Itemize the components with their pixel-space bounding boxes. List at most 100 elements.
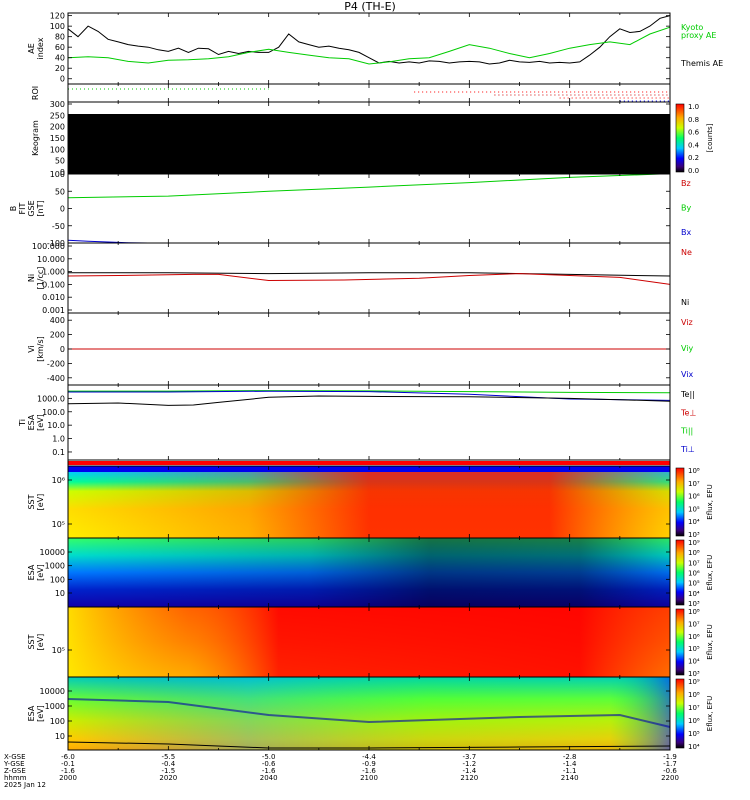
colorbar-tick-label: 10⁸ xyxy=(688,467,700,475)
x-axis-row-label: Z-GSE xyxy=(4,767,26,775)
x-tick-label: -0.6 xyxy=(663,767,677,775)
colorbar-tick-label: 10⁸ xyxy=(688,608,700,616)
y-axis-label-esa_ion: ESA xyxy=(27,564,36,580)
legend-entry: Vix xyxy=(681,370,694,379)
y-axis-label-sst_electron: SST xyxy=(27,634,36,649)
y-tick-label: 150 xyxy=(50,134,65,143)
y-axis-label-sst_ion: [eV] xyxy=(36,494,45,511)
colorbar-tick-label: 10⁶ xyxy=(688,633,700,641)
y-tick-label: 20 xyxy=(55,64,65,73)
y-tick-label: 100.0 xyxy=(42,408,65,417)
sst_electron-spectrogram-overlay xyxy=(68,607,670,677)
y-tick-label: 100 xyxy=(50,170,65,179)
y-tick-label: 0.001 xyxy=(42,306,65,315)
legend-entry: Te⊥ xyxy=(680,408,696,417)
y-axis-label-bfield: FIT xyxy=(18,202,27,214)
y-tick-label: 0.100 xyxy=(42,280,65,289)
ae-series-1 xyxy=(67,26,671,65)
y-tick-label: 100 xyxy=(50,145,65,154)
x-tick-label: 2100 xyxy=(360,774,378,782)
y-tick-label: 0.1 xyxy=(52,448,65,457)
y-axis-label-velocity: Vi xyxy=(27,345,36,353)
y-axis-label-ae: index xyxy=(36,37,45,59)
colorbar-label: Eflux, EFU xyxy=(706,555,714,590)
y-tick-label: -50 xyxy=(52,222,65,231)
legend-entry: Ti⊥ xyxy=(680,445,695,454)
legend-entry: Themis AE xyxy=(680,59,723,68)
legend-entry: Bx xyxy=(681,228,691,237)
colorbar-tick-label: 0.4 xyxy=(688,141,700,149)
y-tick-label: 200 xyxy=(50,123,65,132)
colorbar-label: [counts] xyxy=(706,123,714,152)
y-tick-label: 400 xyxy=(50,316,65,325)
x-tick-label: -5.5 xyxy=(161,753,175,761)
colorbar-tick-label: 10⁷ xyxy=(688,620,700,628)
figure-title: P4 (TH-E) xyxy=(344,0,396,13)
y-axis-label-velocity: [km/s] xyxy=(36,336,45,362)
y-tick-label: 40 xyxy=(55,54,65,63)
x-tick-label: -1.4 xyxy=(462,767,476,775)
y-tick-label: 100 xyxy=(50,22,65,31)
colorbar-tick-label: 10⁵ xyxy=(688,730,700,738)
x-tick-label: -1.4 xyxy=(563,760,577,768)
y-axis-label-keogram: Keogram xyxy=(31,120,40,156)
y-tick-label: 200 xyxy=(50,331,65,340)
y-tick-label: -200 xyxy=(47,359,65,368)
colorbar-tick-label: 10⁴ xyxy=(688,518,700,526)
panel-frame-density xyxy=(67,242,671,314)
legend-entry: Viy xyxy=(681,344,694,353)
y-tick-label: 10.0 xyxy=(47,421,65,430)
y-tick-label: 120 xyxy=(50,12,65,21)
y-tick-label: 0.010 xyxy=(42,293,65,302)
panel-frame-bfield xyxy=(67,173,671,244)
x-tick-label: -1.6 xyxy=(362,767,376,775)
ae-series-0 xyxy=(67,15,671,65)
y-tick-label: 0 xyxy=(60,168,65,177)
y-tick-label: 1000 xyxy=(45,562,65,571)
colorbar-tick-label: 0.8 xyxy=(688,116,699,124)
colorbar-tick-label: 1.0 xyxy=(688,103,699,111)
temperature-series-0 xyxy=(68,390,671,394)
y-tick-label: -100 xyxy=(47,239,65,248)
y-tick-label: 1000 xyxy=(45,702,65,711)
panel-frame-ae xyxy=(67,12,671,85)
colorbar-esa_ion xyxy=(675,539,685,606)
y-tick-label: 10000 xyxy=(40,548,65,557)
legend-entry: By xyxy=(681,204,691,213)
colorbar-tick-label: 10⁸ xyxy=(688,691,700,699)
colorbar-tick-label: 10⁷ xyxy=(688,559,700,567)
y-tick-label: 1000.0 xyxy=(37,394,65,403)
legend-entry: Te|| xyxy=(680,390,695,399)
colorbar-tick-label: 10⁷ xyxy=(688,480,700,488)
x-tick-label: 2200 xyxy=(661,774,679,782)
y-axis-label-ae: AE xyxy=(27,43,36,54)
y-tick-label: 100.000 xyxy=(32,242,65,251)
sst_ion-spectrogram-overlay xyxy=(68,466,670,538)
temperature-series-2 xyxy=(67,395,671,406)
colorbar-sst_electron xyxy=(675,608,685,676)
esa-electron-blue-band xyxy=(67,698,671,728)
x-tick-label: -1.7 xyxy=(663,760,677,768)
x-tick-label: -1.1 xyxy=(563,767,577,775)
colorbar-label: Eflux, EFU xyxy=(706,696,714,731)
y-tick-label: 1.000 xyxy=(42,268,65,277)
density-series-1 xyxy=(67,273,671,285)
keogram-image xyxy=(68,114,670,174)
y-axis-label-sst_electron: [eV] xyxy=(36,634,45,651)
y-axis-label-esa_electron: [eV] xyxy=(36,705,45,722)
x-tick-label: -1.9 xyxy=(663,753,677,761)
y-tick-label: 0 xyxy=(60,75,65,84)
colorbar-label: Eflux, EFU xyxy=(706,624,714,659)
colorbar-tick-label: 10⁵ xyxy=(688,505,700,513)
legend-entry: Ni xyxy=(681,298,689,307)
y-axis-label-roi: ROI xyxy=(31,86,40,100)
x-tick-label: 2020 xyxy=(159,774,177,782)
esa_electron-spectrogram-overlay xyxy=(68,677,670,750)
bfield-series-group xyxy=(68,174,661,243)
colorbar-tick-label: 10⁶ xyxy=(688,717,700,725)
x-tick-label: -6.0 xyxy=(61,753,75,761)
y-tick-label: 10000 xyxy=(40,687,65,696)
y-tick-label: 10.000 xyxy=(37,255,65,264)
y-tick-label: 10⁵ xyxy=(52,646,65,655)
quality-flag-bar xyxy=(68,461,670,465)
